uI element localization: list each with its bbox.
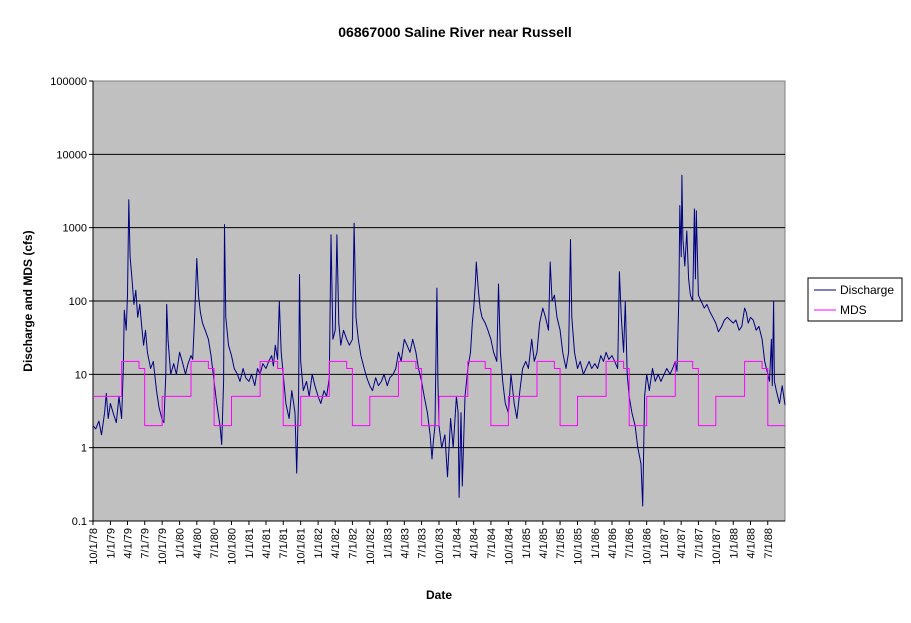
x-tick-label: 1/1/81: [244, 528, 256, 559]
x-tick-label: 7/1/88: [763, 528, 775, 559]
legend-label-mds: MDS: [840, 303, 867, 317]
x-tick-label: 10/1/87: [711, 528, 723, 565]
axes: [89, 80, 785, 525]
series-line-discharge: [92, 174, 786, 507]
x-tick-label: 1/1/86: [590, 528, 602, 559]
x-tick-label: 7/1/82: [347, 528, 359, 559]
x-tick-label: 10/1/83: [434, 528, 446, 565]
series-layer: [92, 174, 786, 507]
y-tick-label: 100: [69, 296, 87, 308]
x-tick-label: 7/1/85: [555, 528, 567, 559]
chart-title: 06867000 Saline River near Russell: [338, 24, 571, 40]
x-tick-label: 4/1/85: [538, 528, 550, 559]
x-tick-label: 4/1/83: [399, 528, 411, 559]
x-tick-label: 1/1/84: [451, 528, 463, 559]
x-tick-label: 4/1/87: [676, 528, 688, 559]
x-tick-label: 10/1/80: [227, 528, 239, 565]
legend-label-discharge: Discharge: [840, 283, 894, 297]
x-tick-label: 1/1/79: [105, 528, 117, 559]
y-tick-labels: 0.1 1 10 100 1000 10000 100000: [50, 76, 87, 528]
x-tick-label: 1/1/80: [175, 528, 187, 559]
x-tick-label: 4/1/80: [192, 528, 204, 559]
x-tick-label: 4/1/81: [261, 528, 273, 559]
x-tick-label: 7/1/84: [486, 528, 498, 559]
x-tick-labels: 10/1/78 1/1/79 4/1/79 7/1/79 10/1/79 1/1/80 4/…: [88, 528, 775, 565]
y-tick-label: 10000: [56, 149, 87, 161]
y-tick-label: 100000: [50, 76, 87, 88]
y-tick-label: 10: [75, 369, 87, 381]
x-tick-label: 7/1/86: [624, 528, 636, 559]
x-tick-label: 4/1/88: [746, 528, 758, 559]
x-tick-label: 7/1/83: [417, 528, 429, 559]
x-tick-label: 4/1/84: [469, 528, 481, 559]
x-tick-label: 1/1/83: [382, 528, 394, 559]
x-tick-label: 1/1/88: [728, 528, 740, 559]
y-tick-label: 0.1: [72, 516, 87, 528]
x-tick-label: 10/1/86: [642, 528, 654, 565]
x-tick-label: 10/1/81: [296, 528, 308, 565]
x-tick-label: 10/1/84: [503, 528, 515, 565]
x-tick-label: 4/1/82: [330, 528, 342, 559]
x-tick-label: 10/1/78: [88, 528, 100, 565]
legend-box: [807, 277, 903, 322]
y-tick-label: 1000: [63, 223, 87, 235]
x-tick-label: 4/1/79: [122, 528, 134, 559]
x-tick-label: 1/1/87: [659, 528, 671, 559]
y-tick-label: 1: [81, 443, 87, 455]
x-tick-label: 7/1/81: [278, 528, 290, 559]
x-tick-label: 1/1/82: [313, 528, 325, 559]
x-tick-label: 10/1/82: [365, 528, 377, 565]
x-tick-label: 7/1/80: [209, 528, 221, 559]
series-line-mds: [93, 360, 785, 427]
x-tick-label: 7/1/87: [693, 528, 705, 559]
x-tick-label: 1/1/85: [521, 528, 533, 559]
legend: Discharge MDS: [807, 277, 903, 322]
x-tick-label: 10/1/85: [573, 528, 585, 565]
x-tick-label: 7/1/79: [140, 528, 152, 559]
y-axis-title: Discharge and MDS (cfs): [21, 230, 35, 371]
x-tick-label: 10/1/79: [157, 528, 169, 565]
x-axis-title: Date: [426, 588, 452, 602]
x-tick-label: 4/1/86: [607, 528, 619, 559]
